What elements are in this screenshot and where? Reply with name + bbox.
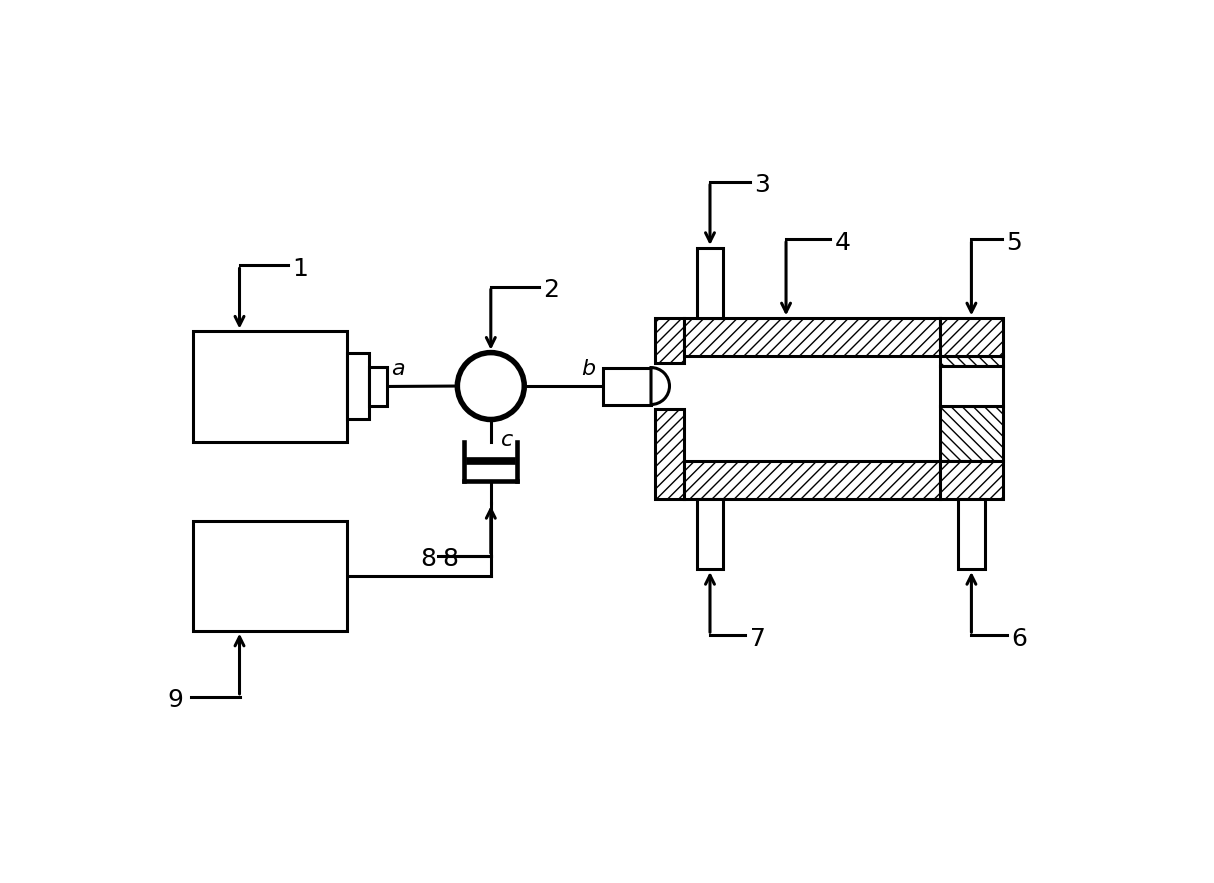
Text: c: c: [501, 430, 514, 450]
Bar: [958, 499, 985, 570]
Text: 7: 7: [749, 627, 766, 651]
Bar: [940, 356, 1003, 366]
Text: a: a: [391, 359, 405, 380]
Bar: [683, 461, 940, 499]
Bar: [369, 366, 387, 406]
Bar: [683, 318, 940, 356]
Bar: [940, 366, 1003, 406]
Bar: [697, 499, 724, 570]
Text: 1: 1: [293, 257, 308, 281]
Bar: [656, 318, 683, 363]
Circle shape: [458, 352, 524, 419]
Bar: [940, 406, 1003, 461]
Bar: [347, 353, 369, 419]
Text: 6: 6: [1011, 627, 1027, 651]
Text: 3: 3: [754, 173, 770, 198]
Bar: [193, 331, 347, 442]
Text: 9: 9: [168, 689, 183, 713]
Text: 8: 8: [420, 547, 436, 571]
Bar: [697, 248, 724, 318]
Bar: [602, 367, 651, 404]
Wedge shape: [651, 367, 669, 404]
Bar: [940, 318, 1003, 356]
Bar: [193, 521, 347, 630]
Text: 4: 4: [834, 230, 851, 254]
Text: 5: 5: [1006, 230, 1022, 254]
Text: 2: 2: [544, 278, 560, 302]
Text: 8: 8: [442, 547, 459, 571]
Bar: [940, 461, 1003, 499]
Text: b: b: [582, 359, 596, 380]
Bar: [656, 409, 683, 499]
